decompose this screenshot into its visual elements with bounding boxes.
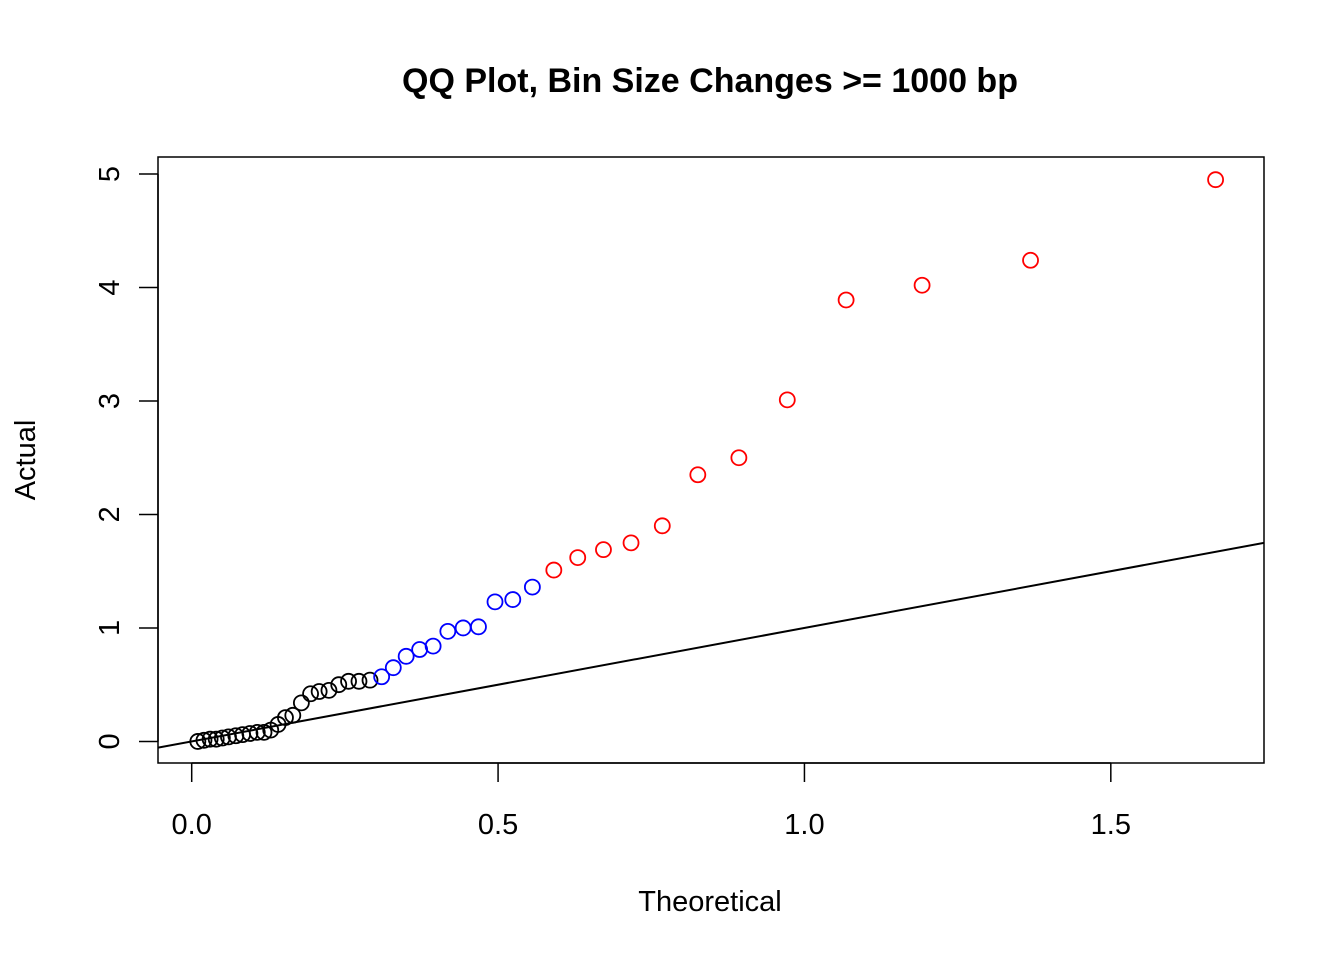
- data-point: [439, 622, 457, 640]
- y-tick-label: 1: [94, 620, 126, 636]
- data-point: [201, 730, 219, 748]
- chart-title: QQ Plot, Bin Size Changes >= 1000 bp: [402, 62, 1018, 100]
- data-point: [361, 671, 379, 689]
- data-point: [913, 276, 931, 294]
- data-point: [320, 681, 338, 699]
- data-point: [424, 637, 442, 655]
- reference-line: [158, 541, 1264, 749]
- data-point: [384, 659, 402, 677]
- data-point: [255, 723, 273, 741]
- data-point: [277, 709, 294, 727]
- data-point: [292, 694, 310, 712]
- data-point: [310, 683, 328, 700]
- data-point: [248, 723, 266, 741]
- data-points-group: [189, 171, 1224, 750]
- data-point: [373, 668, 391, 686]
- y-tick-label: 5: [94, 166, 126, 182]
- data-point: [837, 291, 855, 309]
- data-point: [330, 676, 348, 694]
- data-point: [689, 466, 707, 484]
- x-tick-label: 1.5: [1091, 809, 1131, 841]
- data-point: [545, 561, 563, 579]
- data-point: [1022, 251, 1039, 269]
- data-point: [302, 685, 319, 703]
- data-point: [284, 706, 302, 724]
- data-point: [470, 618, 487, 636]
- data-point: [213, 729, 231, 747]
- data-point: [730, 449, 748, 467]
- y-axis: 0 1 2 3 4 5: [94, 166, 159, 750]
- data-point: [486, 593, 504, 611]
- x-axis-label: Theoretical: [638, 886, 781, 918]
- y-tick-label: 4: [94, 279, 126, 295]
- data-point: [523, 578, 541, 596]
- data-point: [397, 647, 415, 665]
- x-tick-label: 0.5: [478, 809, 518, 841]
- data-point: [195, 731, 213, 749]
- data-point: [504, 591, 522, 608]
- data-point: [653, 517, 671, 535]
- data-point: [189, 733, 207, 750]
- data-point: [207, 730, 225, 748]
- x-tick-label: 0.0: [172, 809, 212, 841]
- data-point: [350, 672, 368, 690]
- data-point: [622, 534, 640, 552]
- y-tick-label: 0: [94, 733, 126, 749]
- data-point: [1207, 171, 1224, 189]
- data-point: [595, 541, 612, 559]
- reference-line-group: [158, 541, 1264, 749]
- y-tick-label: 3: [94, 393, 126, 409]
- x-axis: 0.0 0.5 1.0 1.5: [172, 762, 1131, 841]
- data-point: [340, 672, 357, 690]
- y-tick-label: 2: [94, 506, 126, 522]
- data-point: [569, 549, 587, 566]
- x-tick-label: 1.0: [784, 809, 824, 841]
- data-point: [778, 391, 796, 409]
- y-axis-label: Actual: [10, 420, 42, 501]
